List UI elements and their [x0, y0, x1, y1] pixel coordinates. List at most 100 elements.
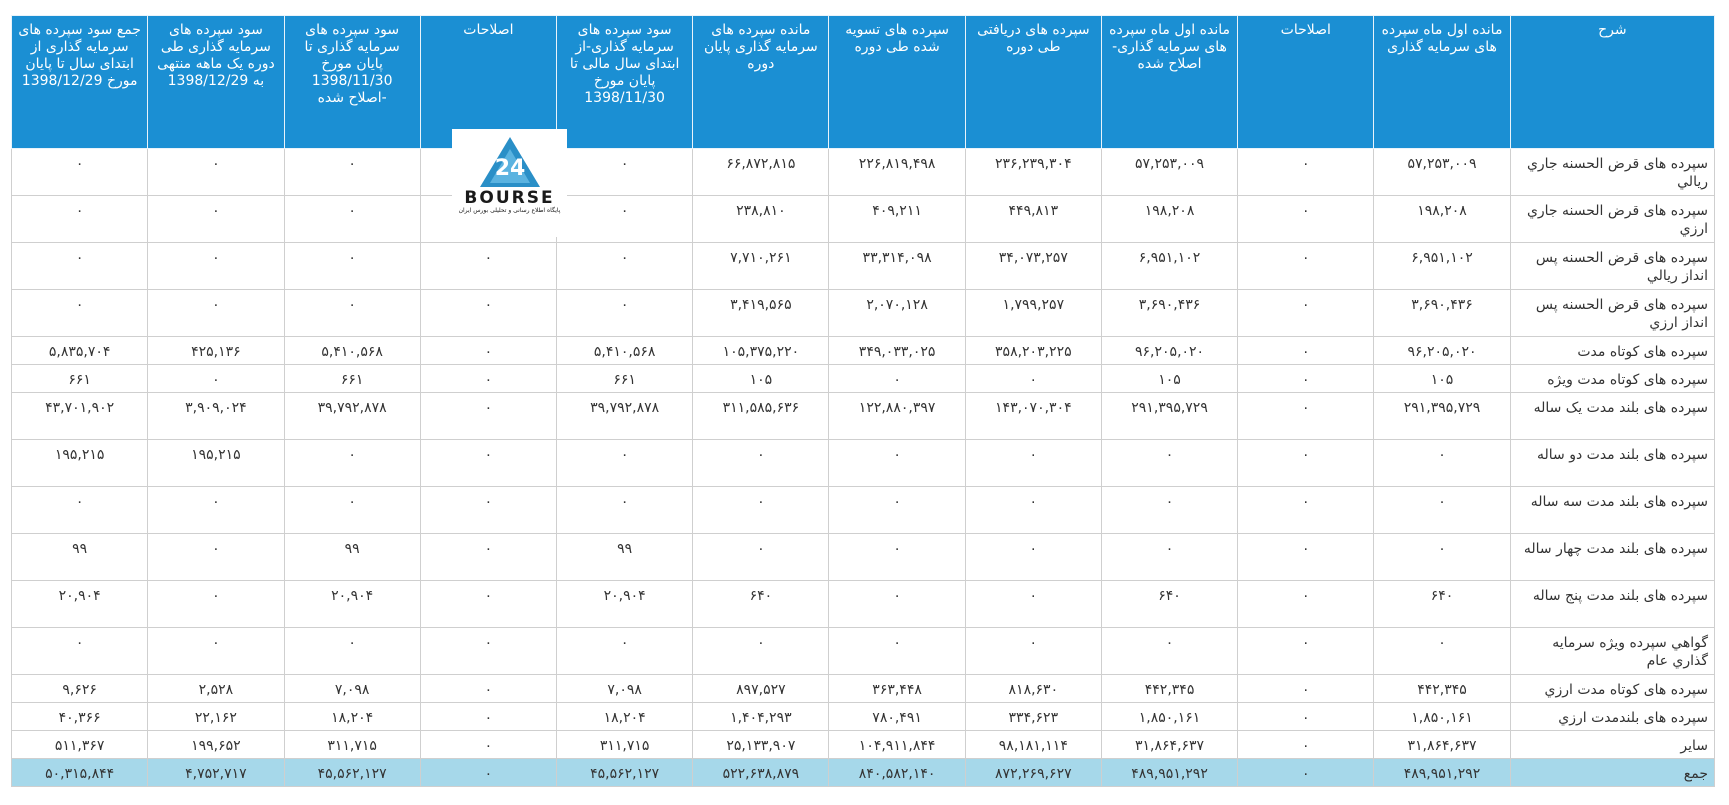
cell: ۰ [1100, 486, 1239, 534]
row-label: سپرده های بلند مدت سه ساله [1509, 486, 1716, 534]
cell: ۹۹ [283, 533, 421, 581]
cell: ۰ [1237, 702, 1375, 731]
cell: ۰ [1373, 439, 1511, 487]
cell: ۰ [419, 580, 558, 628]
cell: ۳۱,۸۶۴,۶۳۷ [1100, 730, 1239, 759]
cell: ۰ [1100, 439, 1239, 487]
table-row: سپرده های قرض الحسنه جاري ريالي ۵۷,۲۵۳,۰۰… [10, 148, 1716, 196]
cell: ۲۳۸,۸۱۰ [692, 195, 830, 243]
cell: ۱۸,۲۰۴ [555, 702, 694, 731]
cell: ۰ [828, 439, 966, 487]
cell: ۰ [692, 627, 830, 675]
cell: ۰ [419, 627, 558, 675]
cell: ۰ [419, 364, 558, 393]
column-header: سود سپرده های سرمایه گذاری تا پایان مورخ… [283, 15, 421, 149]
cell: ۴۸۹,۹۵۱,۲۹۲ [1373, 758, 1511, 787]
cell: ۳۴,۰۷۳,۲۵۷ [964, 242, 1102, 290]
column-header: سپرده های تسویه شده طی دوره [828, 15, 966, 149]
cell: ۳,۶۹۰,۴۳۶ [1100, 289, 1239, 337]
table-row: سپرده های قرض الحسنه پس انداز ريالي ۶,۹۵۱… [10, 242, 1716, 290]
cell: ۱,۸۵۰,۱۶۱ [1100, 702, 1239, 731]
cell: ۲۰,۹۰۴ [283, 580, 421, 628]
column-header: اصلاحات [1237, 15, 1375, 149]
cell: ۲۵,۱۳۳,۹۰۷ [692, 730, 830, 759]
row-label: سپرده های قرض الحسنه جاري ارزي [1509, 195, 1716, 243]
table-row: سپرده های بلند مدت یک ساله ۲۹۱,۳۹۵,۷۲۹ ۰ ۲۹… [10, 392, 1716, 440]
cell: ۹۹ [555, 533, 694, 581]
row-label: سپرده های بلند مدت یک ساله [1509, 392, 1716, 440]
cell: ۰ [1100, 533, 1239, 581]
cell: ۹۶,۲۰۵,۰۲۰ [1100, 336, 1239, 365]
cell: ۰ [10, 627, 149, 675]
cell: ۰ [419, 674, 558, 703]
column-header: مانده سپرده های سرمایه گذاری پایان دوره [692, 15, 830, 149]
cell: ۹,۶۲۶ [10, 674, 149, 703]
cell: ۲۲۶,۸۱۹,۴۹۸ [828, 148, 966, 196]
cell: ۵,۴۱۰,۵۶۸ [283, 336, 421, 365]
cell: ۰ [283, 148, 421, 196]
cell: ۳۹,۷۹۲,۸۷۸ [555, 392, 694, 440]
cell: ۰ [147, 486, 285, 534]
cell: ۰ [283, 439, 421, 487]
row-label: گواهي سپرده ويژه سرمايه گذاري عام [1509, 627, 1716, 675]
cell: ۶۶۱ [10, 364, 149, 393]
cell: ۰ [1237, 364, 1375, 393]
cell: ۰ [1237, 148, 1375, 196]
cell: ۱۹۸,۲۰۸ [1373, 195, 1511, 243]
cell: ۴۰۹,۲۱۱ [828, 195, 966, 243]
cell: ۰ [419, 486, 558, 534]
cell: ۰ [10, 486, 149, 534]
cell: ۰ [10, 289, 149, 337]
cell: ۱۰۵,۳۷۵,۲۲۰ [692, 336, 830, 365]
cell: ۰ [1237, 627, 1375, 675]
cell: ۴۵,۵۶۲,۱۲۷ [283, 758, 421, 787]
cell: ۱۹۵,۲۱۵ [10, 439, 149, 487]
row-label: سپرده های بلند مدت دو ساله [1509, 439, 1716, 487]
cell: ۲۲,۱۶۲ [147, 702, 285, 731]
cell: ۰ [1237, 533, 1375, 581]
cell: ۰ [1373, 486, 1511, 534]
cell: ۰ [828, 364, 966, 393]
cell: ۸۹۷,۵۲۷ [692, 674, 830, 703]
cell: ۳۱۱,۵۸۵,۶۳۶ [692, 392, 830, 440]
cell: ۰ [1237, 336, 1375, 365]
cell: ۰ [419, 242, 558, 290]
table-row: سپرده های کوتاه مدت ويژه ۱۰۵ ۰ ۱۰۵ ۰ ۰ ۱۰۵ ۶۶۱ ۰… [10, 364, 1716, 393]
cell: ۲۳۶,۲۳۹,۳۰۴ [964, 148, 1102, 196]
cell: ۳۱۱,۷۱۵ [555, 730, 694, 759]
cell: ۱۴۳,۰۷۰,۳۰۴ [964, 392, 1102, 440]
cell: ۰ [1237, 392, 1375, 440]
total-row: جمع ۴۸۹,۹۵۱,۲۹۲ ۰ ۴۸۹,۹۵۱,۲۹۲ ۸۷۲,۲۶۹,۶۲۷ ۸۴۰… [10, 758, 1716, 787]
cell: ۶۴۰ [1100, 580, 1239, 628]
table-row: سپرده های قرض الحسنه پس انداز ارزي ۳,۶۹۰,… [10, 289, 1716, 337]
table-wrap: شرح مانده اول ماه سپرده های سرمایه گذاری ا… [10, 15, 1716, 787]
cell: ۱۹۸,۲۰۸ [1100, 195, 1239, 243]
cell: ۱۹۵,۲۱۵ [147, 439, 285, 487]
cell: ۰ [147, 533, 285, 581]
cell: ۹۹ [10, 533, 149, 581]
cell: ۰ [828, 627, 966, 675]
column-header: جمع سود سپرده های سرمایه گذاری از ابتدای… [10, 15, 149, 149]
row-label: سپرده های کوتاه مدت ويژه [1509, 364, 1716, 393]
cell: ۳۱,۸۶۴,۶۳۷ [1373, 730, 1511, 759]
cell: ۰ [828, 533, 966, 581]
cell: ۶,۹۵۱,۱۰۲ [1100, 242, 1239, 290]
column-header: اصلاحات [419, 15, 558, 149]
logo-tagline: پایگاه اطلاع رسانی و تحلیلی بورس ایران [458, 207, 561, 214]
cell: ۵,۸۳۵,۷۰۴ [10, 336, 149, 365]
cell: ۲۹۱,۳۹۵,۷۲۹ [1373, 392, 1511, 440]
column-header: شرح [1509, 15, 1716, 149]
cell: ۴۳,۷۰۱,۹۰۲ [10, 392, 149, 440]
cell: ۱۰۵ [1373, 364, 1511, 393]
cell: ۰ [283, 289, 421, 337]
cell: ۵۲۲,۶۳۸,۸۷۹ [692, 758, 830, 787]
cell: ۶۴۰ [1373, 580, 1511, 628]
column-header: سود سپرده های سرمایه گذاری طی دوره یک ما… [147, 15, 285, 149]
cell: ۱۸,۲۰۴ [283, 702, 421, 731]
cell: ۴۵,۵۶۲,۱۲۷ [555, 758, 694, 787]
cell: ۵۷,۲۵۳,۰۰۹ [1100, 148, 1239, 196]
cell: ۱۰۴,۹۱۱,۸۴۴ [828, 730, 966, 759]
row-label: سپرده های بلند مدت پنج ساله [1509, 580, 1716, 628]
cell: ۰ [1237, 730, 1375, 759]
cell: ۶۴۰ [692, 580, 830, 628]
